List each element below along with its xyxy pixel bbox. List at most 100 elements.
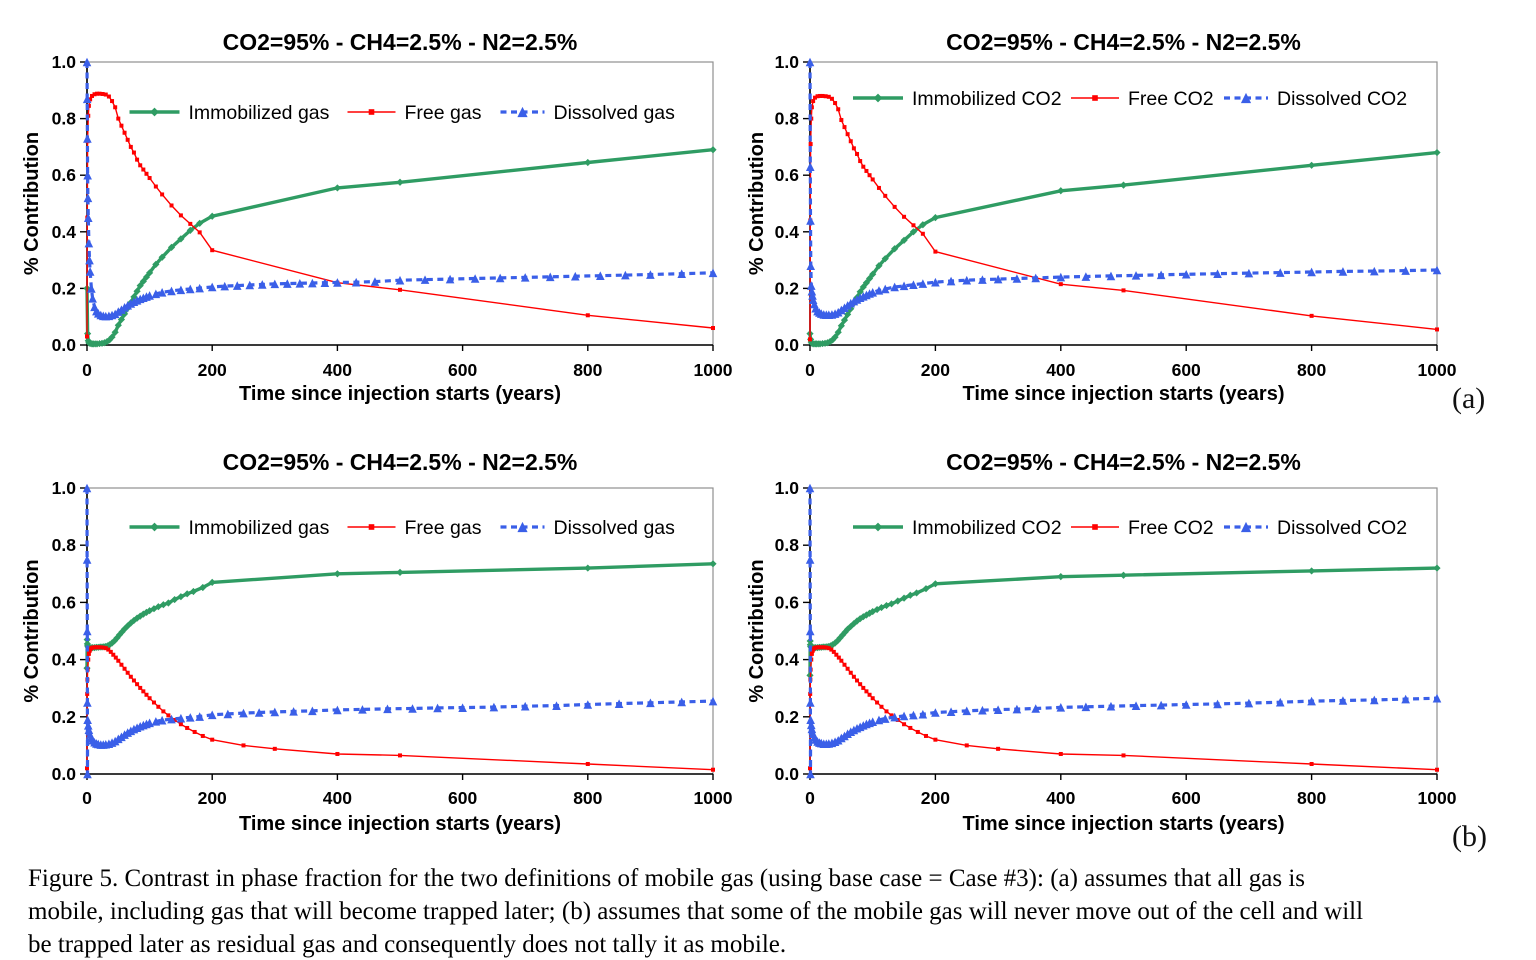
series-marker (880, 714, 890, 723)
series-marker (110, 99, 115, 104)
series-marker (847, 622, 855, 631)
series-marker (1308, 161, 1316, 169)
x-tick-label: 800 (1297, 788, 1326, 808)
chart-title: CO2=95% - CH4=2.5% - N2=2.5% (223, 29, 578, 55)
series-marker (161, 709, 166, 714)
series-marker (223, 709, 233, 719)
series-marker (517, 521, 528, 533)
series-dissolved-gas (82, 57, 718, 321)
series-marker (141, 167, 146, 172)
y-tick-label: 0.8 (52, 109, 77, 129)
series-marker (85, 267, 95, 276)
series-marker (842, 125, 847, 130)
chart-b-left-svg: 0 200 400 600 800 1000 0.0 0.2 0.4 0.6 0.8 1.0 CO2=9… (21, 449, 733, 835)
series-marker (1433, 148, 1441, 157)
series-marker (821, 645, 826, 650)
x-tick-label: 200 (198, 788, 227, 808)
series-marker (1181, 269, 1191, 279)
series-marker (833, 101, 838, 106)
series-marker (164, 599, 172, 607)
series-marker (106, 647, 111, 652)
series-marker (708, 696, 718, 706)
series-marker (1056, 703, 1066, 712)
series-marker (865, 274, 874, 283)
y-tick-label: 0.8 (775, 109, 800, 129)
x-tick-label: 1000 (694, 788, 733, 808)
series-marker (308, 706, 317, 716)
series-marker (117, 315, 126, 324)
series-marker (711, 767, 715, 772)
series-marker (883, 193, 888, 198)
y-tick-label: 0.4 (775, 650, 800, 670)
series-marker (131, 150, 136, 155)
series-marker (1092, 524, 1098, 530)
series-marker (585, 313, 590, 318)
series-marker (114, 321, 122, 329)
series-marker (892, 204, 897, 209)
x-tick-label: 200 (198, 360, 227, 380)
series-marker (646, 270, 655, 279)
y-tick-label: 0.8 (775, 535, 800, 555)
series-marker (88, 294, 97, 303)
series-marker (141, 689, 146, 694)
legend-label: Free gas (405, 102, 482, 124)
series-marker (708, 268, 718, 278)
series-marker (200, 733, 205, 738)
legend: Immobilized gas Free gas Dissolved gas (129, 102, 675, 124)
series-marker (83, 134, 92, 143)
y-tick-label: 0.6 (775, 592, 800, 612)
series-marker (1401, 266, 1410, 275)
series-marker (874, 286, 884, 295)
series-marker (1058, 751, 1063, 756)
series-marker (819, 645, 824, 650)
series-marker (909, 280, 918, 290)
series-dissolved-gas (82, 483, 718, 779)
series-marker (257, 280, 267, 289)
y-tick-label: 0.2 (52, 278, 77, 298)
series-marker (136, 281, 144, 290)
series-marker (1275, 697, 1285, 707)
series-marker (138, 163, 143, 168)
x-tick-label: 400 (1046, 360, 1075, 380)
series-marker (865, 609, 874, 617)
series-marker (870, 696, 875, 701)
series-marker (87, 284, 96, 293)
series-marker (150, 107, 159, 117)
series-marker (83, 170, 92, 180)
series-marker (1012, 274, 1022, 283)
series-marker (82, 626, 92, 636)
series-marker (861, 685, 866, 690)
series-marker (879, 704, 884, 709)
series-marker (270, 707, 280, 717)
series-marker (144, 692, 149, 697)
series-marker (844, 310, 852, 319)
x-tick-label: 0 (805, 788, 815, 808)
series-marker (805, 57, 815, 67)
series-marker (823, 94, 828, 99)
y-tick-label: 1.0 (52, 52, 77, 72)
legend-label: Free gas (405, 517, 482, 539)
series-marker (122, 130, 127, 135)
y-axis-title: % Contribution (21, 559, 43, 702)
series-marker (677, 697, 686, 707)
series-marker (993, 274, 1003, 284)
series-marker (1244, 268, 1254, 278)
series-marker (220, 281, 230, 291)
series-marker (890, 282, 899, 292)
series-marker (368, 109, 375, 115)
chart-a-left-svg: 0 200 400 600 800 1000 0.0 0.2 0.4 0.6 0.8 1.0 CO2=9… (21, 29, 733, 405)
series-marker (808, 142, 813, 147)
legend-label: Free CO2 (1128, 88, 1214, 110)
series-marker (122, 666, 127, 671)
series-marker (157, 288, 167, 297)
series-marker (177, 235, 185, 243)
figure-caption: Figure 5. Contrast in phase fraction for… (28, 862, 1520, 960)
x-tick-label: 0 (82, 360, 92, 380)
y-axis-title: % Contribution (746, 559, 768, 702)
series-marker (545, 272, 555, 282)
series-marker (583, 700, 593, 709)
x-tick-label: 200 (921, 788, 950, 808)
series-marker (207, 282, 217, 292)
series-marker (139, 277, 147, 285)
series-marker (1119, 571, 1128, 579)
